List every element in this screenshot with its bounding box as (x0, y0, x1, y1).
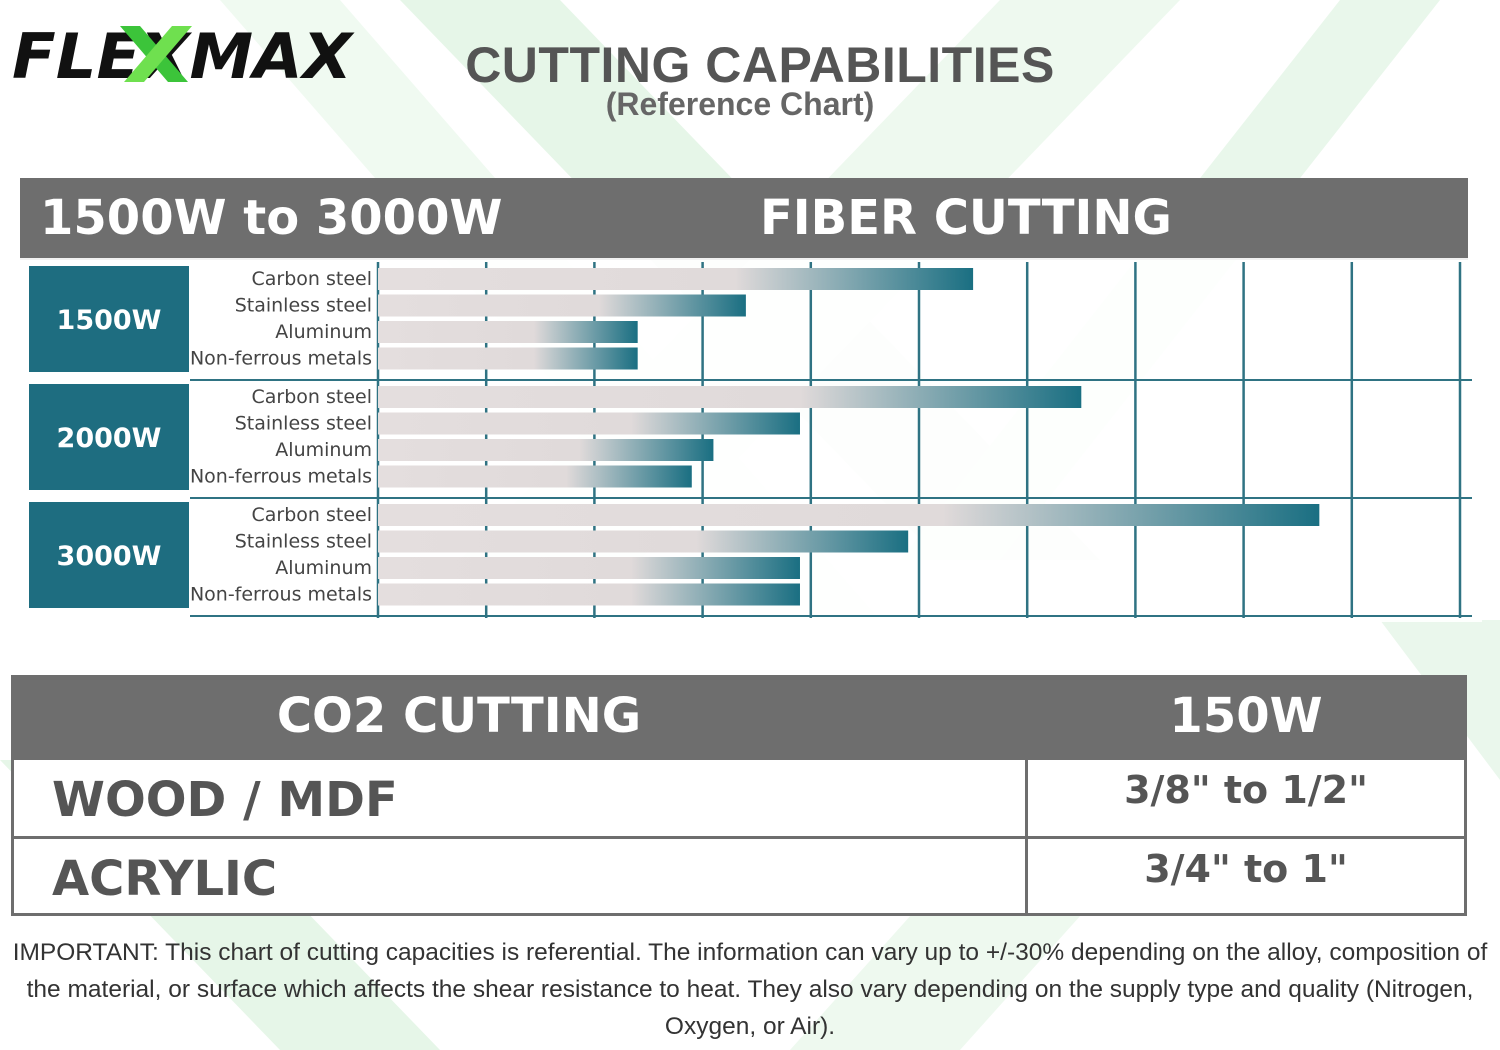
capacity-bar (378, 530, 909, 553)
power-label: 2000W (57, 423, 162, 454)
co2-table: CO2 CUTTING 150W WOOD / MDF 3/8" to 1/2"… (11, 675, 1467, 916)
co2-power: 150W (1169, 688, 1323, 744)
co2-cutting-title: CO2 CUTTING (276, 688, 642, 744)
category-label: Carbon steel (252, 386, 373, 408)
fiber-power-range: 1500W to 3000W (40, 190, 503, 246)
co2-header: CO2 CUTTING 150W (14, 678, 1464, 760)
power-label-box (29, 502, 189, 608)
material-thickness: 3/4" to 1" (1144, 847, 1348, 891)
category-label: Aluminum (275, 321, 372, 343)
fiber-cutting-title: FIBER CUTTING (760, 190, 1172, 246)
power-label-box (29, 266, 189, 372)
category-label: Stainless steel (235, 531, 372, 553)
material-label: WOOD / MDF (52, 772, 398, 828)
table-row: ACRYLIC 3/4" to 1" (14, 839, 1464, 915)
power-group: 3000W Carbon steel Stainless steel Aluminum… (29, 502, 1320, 608)
capacity-bar (378, 386, 1082, 408)
category-label: Aluminum (275, 557, 372, 579)
fiber-capacity-chart: 1500W Carbon steel Stainless steel Aluminum… (20, 258, 1482, 622)
category-label: Carbon steel (252, 268, 373, 290)
category-label: Stainless steel (235, 413, 372, 435)
power-label: 1500W (57, 305, 162, 336)
capacity-bar (378, 439, 714, 461)
power-group: 1500W Carbon steel Stainless steel Aluminum… (29, 266, 974, 372)
capacity-bar (378, 412, 800, 435)
category-label: Non-ferrous metals (190, 466, 372, 488)
capacity-bar (378, 294, 746, 317)
capacity-bar (378, 557, 800, 579)
column-divider (1025, 760, 1028, 916)
material-label: ACRYLIC (52, 851, 278, 907)
category-label: Non-ferrous metals (190, 348, 372, 370)
power-label-box (29, 384, 189, 490)
table-row: WOOD / MDF 3/8" to 1/2" (14, 760, 1464, 839)
category-label: Non-ferrous metals (190, 584, 372, 606)
capacity-bar (378, 583, 800, 606)
category-label: Carbon steel (252, 504, 373, 526)
category-label: Stainless steel (235, 295, 372, 317)
capacity-bar (378, 347, 638, 370)
material-thickness: 3/8" to 1/2" (1124, 768, 1368, 812)
page-title: CUTTING CAPABILITIES (465, 37, 1055, 93)
capacity-bar (378, 321, 638, 343)
page-subtitle: (Reference Chart) (605, 86, 875, 122)
category-label: Aluminum (275, 439, 372, 461)
capacity-bar (378, 504, 1320, 526)
capacity-bar (378, 268, 974, 290)
power-group: 2000W Carbon steel Stainless steel Aluminum… (29, 384, 1082, 490)
fiber-header: 1500W to 3000W FIBER CUTTING (20, 178, 1468, 260)
flexmax-logo: FLEXMAX (12, 22, 355, 86)
capacity-bar (378, 465, 692, 488)
power-label: 3000W (57, 541, 162, 572)
disclaimer-note: IMPORTANT: This chart of cutting capacit… (12, 939, 1488, 1040)
